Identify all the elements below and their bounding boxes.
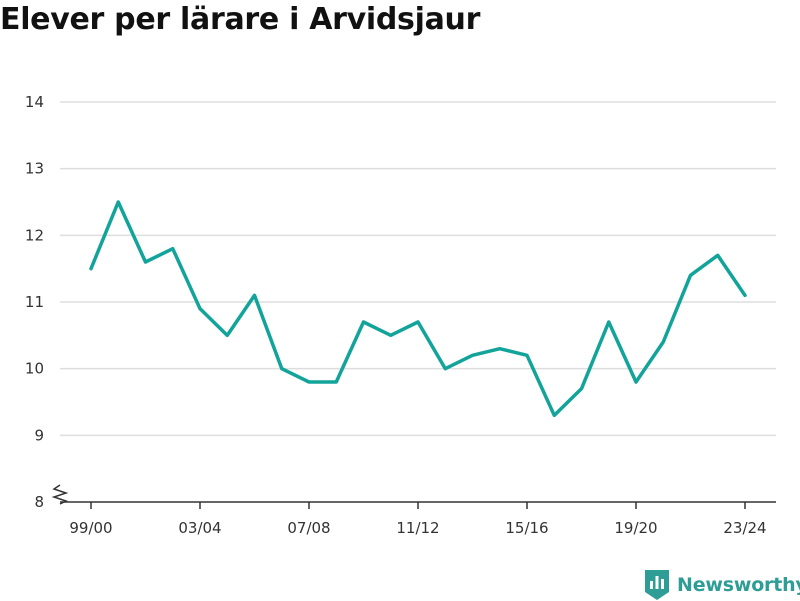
x-tick-label: 03/04 (178, 519, 221, 537)
x-axis-ticks: 99/00 03/04 07/08 11/12 15/16 19/20 23/24 (69, 502, 766, 537)
newsworthy-logo-icon (644, 569, 670, 601)
y-tick-label: 8 (34, 493, 44, 511)
x-tick-label: 99/00 (69, 519, 112, 537)
grid-lines (60, 102, 776, 435)
series-line (91, 202, 745, 415)
data-series (91, 202, 745, 415)
y-tick-label: 11 (25, 293, 44, 311)
line-chart: 8 9 10 11 12 13 14 99/00 03/04 07/08 11/12 15/16 19… (0, 0, 800, 560)
x-tick-label: 07/08 (287, 519, 330, 537)
y-tick-label: 9 (34, 426, 44, 444)
x-axis (54, 485, 776, 504)
y-tick-label: 10 (25, 360, 44, 378)
x-tick-label: 11/12 (396, 519, 439, 537)
newsworthy-logo: Newsworthy (644, 569, 800, 601)
y-tick-label: 12 (25, 226, 44, 244)
x-tick-label: 15/16 (505, 519, 548, 537)
y-tick-label: 13 (25, 160, 44, 178)
brand-name: Newsworthy (677, 574, 800, 596)
axis-break-mark (54, 485, 66, 504)
y-tick-label: 14 (25, 93, 44, 111)
x-tick-label: 19/20 (614, 519, 657, 537)
y-axis-tick-labels: 8 9 10 11 12 13 14 (25, 93, 44, 511)
x-tick-label: 23/24 (723, 519, 766, 537)
